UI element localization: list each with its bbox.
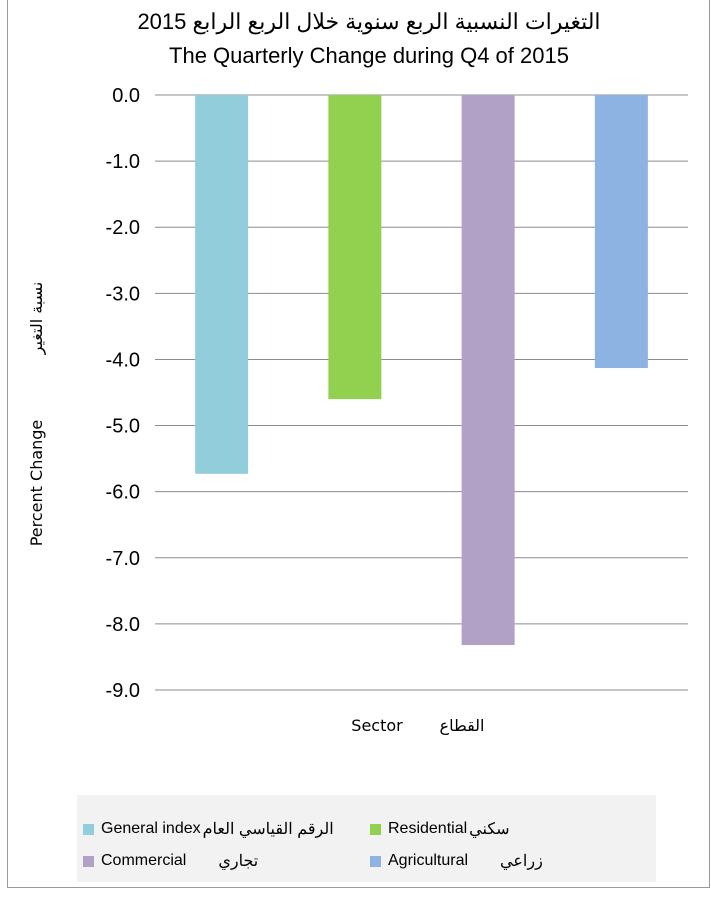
legend-item-general-index: General index الرقم القياسي العام [83,817,334,841]
legend-label-arabic: سكني [469,821,510,838]
bars [195,95,648,646]
legend-label-english: Commercial [101,852,187,869]
chart-title-arabic: التغيرات النسبية الربع سنوية خلال الربع … [137,9,600,35]
chart-title-english: The Quarterly Change during Q4 of 2015 [169,43,569,68]
y-tick-label: -1.0 [106,151,140,173]
bar-general-index [195,95,249,474]
chart-frame [7,0,710,888]
legend-item-agricultural: Agricultural زراعي [370,849,543,873]
legend-label-arabic: الرقم القياسي العام [202,821,334,838]
legend-label-english: Residential [388,820,468,837]
y-axis-ticks: 0.0 -1.0 -2.0 -3.0 -4.0 -5.0 -6.0 -7.0 -8.0 -9.0 [106,85,140,702]
y-tick-label: -6.0 [106,482,140,504]
bar-agricultural [594,95,648,369]
bar-residential [328,95,382,400]
legend-label-arabic: زراعي [500,853,543,870]
y-axis-label-arabic: نسبة التغير [27,282,47,356]
y-tick-label: -7.0 [106,548,140,570]
y-tick-label: -9.0 [106,680,140,702]
y-tick-label: -2.0 [106,217,140,239]
y-tick-label: 0.0 [112,85,140,107]
legend: General index الرقم القياسي العام Reside… [77,795,656,882]
y-tick-label: -5.0 [106,416,140,438]
y-axis-label-english: Percent Change [27,420,46,547]
legend-item-commercial: Commercial تجاري [83,849,258,873]
legend-item-residential: Residential سكني [370,817,510,841]
legend-label-english: General index [101,820,201,837]
legend-label-english: Agricultural [388,852,469,869]
y-tick-label: -3.0 [106,283,140,305]
legend-swatch [83,823,94,835]
legend-swatch [370,823,381,835]
legend-label-arabic: تجاري [218,853,259,870]
y-tick-label: -4.0 [106,349,140,371]
legend-swatch [83,855,94,867]
bar-commercial [461,95,515,646]
x-axis-label-english: Sector [351,716,403,735]
legend-swatch [370,855,381,867]
y-tick-label: -8.0 [106,614,140,636]
x-axis-label-arabic: القطاع [440,716,485,736]
